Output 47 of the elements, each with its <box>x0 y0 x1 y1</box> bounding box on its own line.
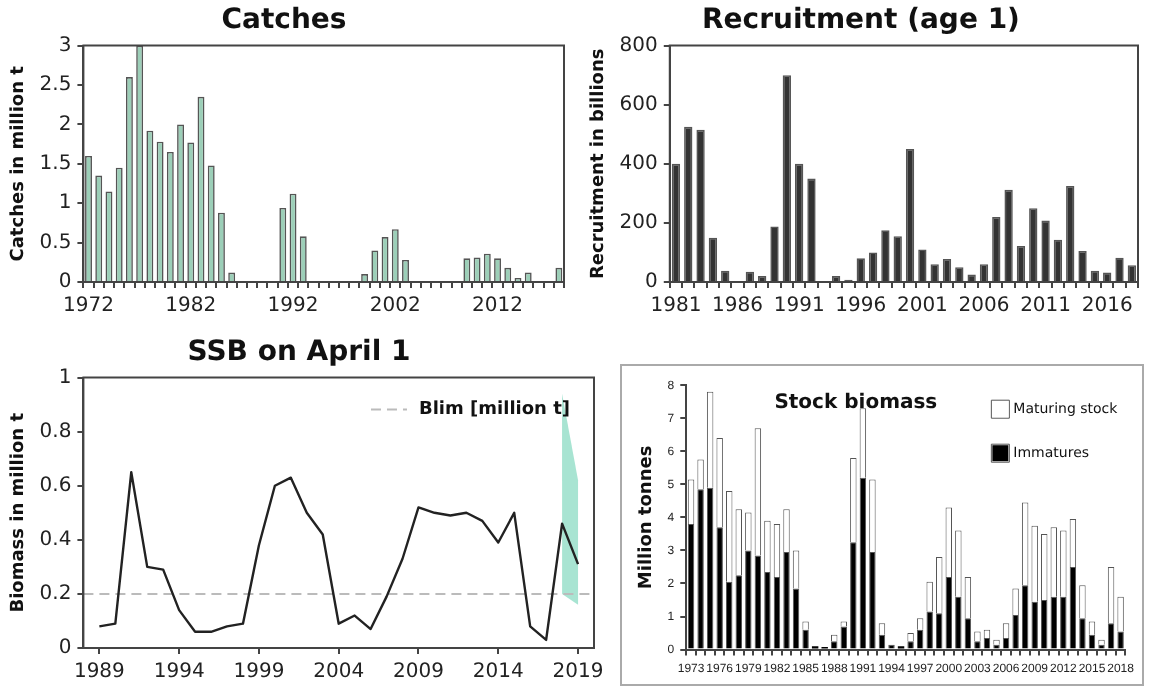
y-tick-label: 2.5 <box>39 74 72 97</box>
x-tick-label: 1996 <box>835 295 887 318</box>
y-tick-label: 2 <box>58 113 72 136</box>
legend-label: Blim [million t] <box>418 400 571 421</box>
y-axis-title: Million tonnes <box>637 445 658 590</box>
chart-title: SSB on April 1 <box>187 336 411 369</box>
y-axis-title: Recruitment in billions <box>589 48 610 280</box>
x-tick-label: 1982 <box>165 295 217 318</box>
chart-title: Stock biomass <box>774 392 938 415</box>
y-tick-label: 0 <box>645 271 658 294</box>
x-tick-label: 2019 <box>552 661 604 684</box>
x-tick-label: 1989 <box>73 661 125 684</box>
y-axis-title: Catches in million t <box>9 64 30 262</box>
x-tick-label: 1999 <box>233 661 285 684</box>
y-tick-label: 0.8 <box>39 420 72 443</box>
x-tick-label: 1986 <box>712 295 763 318</box>
x-tick-label: 1992 <box>267 295 319 318</box>
y-axis-title: Biomass in million t <box>9 411 30 613</box>
x-tick-label: 1981 <box>650 295 702 318</box>
x-tick-label: 2009 <box>393 661 444 684</box>
y-tick-label: 200 <box>619 212 658 235</box>
x-tick-label: 2001 <box>896 295 948 318</box>
y-tick-label: 400 <box>619 152 658 175</box>
y-tick-label: 0.5 <box>39 231 72 254</box>
y-tick-label: 0 <box>58 637 72 660</box>
y-tick-label: 800 <box>619 34 658 57</box>
x-tick-label: 2006 <box>958 295 1010 318</box>
y-tick-label: 1 <box>58 366 72 389</box>
x-tick-label: 2012 <box>472 295 523 318</box>
y-tick-label: 1 <box>58 192 72 215</box>
x-tick-label: 1972 <box>63 295 114 318</box>
y-tick-label: 3 <box>58 34 72 57</box>
x-tick-label: 2011 <box>1020 295 1072 318</box>
x-tick-label: 2014 <box>472 661 524 684</box>
y-tick-label: 0.6 <box>39 474 72 497</box>
y-tick-label: 1.5 <box>39 152 72 175</box>
x-tick-label: 2004 <box>313 661 365 684</box>
chart-title: Catches <box>221 4 347 37</box>
x-tick-label: 1991 <box>773 295 825 318</box>
x-tick-label: 2016 <box>1081 295 1133 318</box>
chart-title: Recruitment (age 1) <box>702 4 1020 37</box>
x-tick-label: 1994 <box>153 661 205 684</box>
y-tick-label: 0.4 <box>39 529 72 552</box>
y-tick-label: 600 <box>619 93 658 116</box>
y-tick-label: 0 <box>58 271 72 294</box>
y-tick-label: 0.2 <box>39 583 72 606</box>
x-tick-label: 2002 <box>369 295 421 318</box>
